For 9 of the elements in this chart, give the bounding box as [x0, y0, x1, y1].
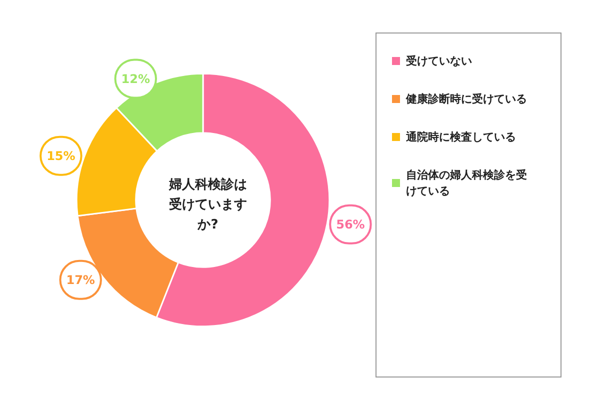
data-label: 56% [336, 217, 365, 232]
legend-label: 健康診断時に受けている [405, 92, 527, 106]
data-label: 17% [66, 272, 95, 287]
legend-label: 受けていない [405, 54, 472, 68]
text: 婦人科検診は受けていますか? [168, 176, 247, 232]
data-label: 15% [46, 148, 76, 163]
legend-label: 通院時に検査している [405, 130, 516, 144]
legend-label: 自治体の婦人科検診を受けている [406, 168, 527, 198]
data-label: 12% [121, 72, 150, 86]
